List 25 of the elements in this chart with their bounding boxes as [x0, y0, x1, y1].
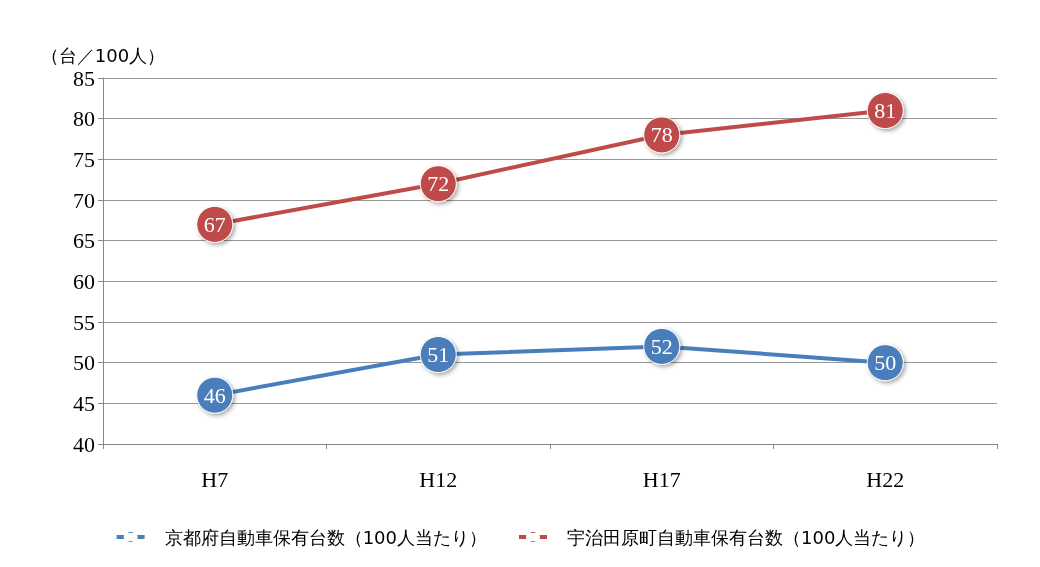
x-tick-label: H12 — [419, 466, 458, 492]
y-tick-label: 45 — [73, 390, 95, 416]
data-label: 46 — [203, 382, 226, 408]
x-tick-label: H7 — [201, 466, 229, 492]
data-label: 50 — [874, 350, 897, 376]
data-label: 72 — [427, 171, 450, 197]
y-tick-label: 85 — [73, 65, 95, 91]
data-label: 67 — [203, 211, 226, 237]
x-tick-label: H17 — [642, 466, 681, 492]
y-tick-label: 50 — [73, 350, 95, 376]
data-label: 78 — [650, 122, 673, 148]
legend-label: 宇治田原町自動車保有台数（100人当たり） — [567, 526, 926, 548]
y-tick-label: 80 — [73, 106, 95, 132]
y-axis-title: （台／100人） — [40, 44, 166, 66]
y-tick-label: 60 — [73, 268, 95, 294]
data-label: 52 — [650, 333, 673, 359]
y-tick-label: 75 — [73, 146, 95, 172]
y-tick-label: 55 — [73, 309, 95, 335]
data-label: 81 — [874, 98, 897, 124]
y-tick-label: 65 — [73, 228, 95, 254]
x-tick-label: H22 — [866, 466, 905, 492]
legend-label: 京都府自動車保有台数（100人当たり） — [164, 526, 487, 548]
data-label: 51 — [427, 342, 450, 368]
y-tick-label: 40 — [73, 431, 95, 457]
y-tick-label: 70 — [73, 187, 95, 213]
